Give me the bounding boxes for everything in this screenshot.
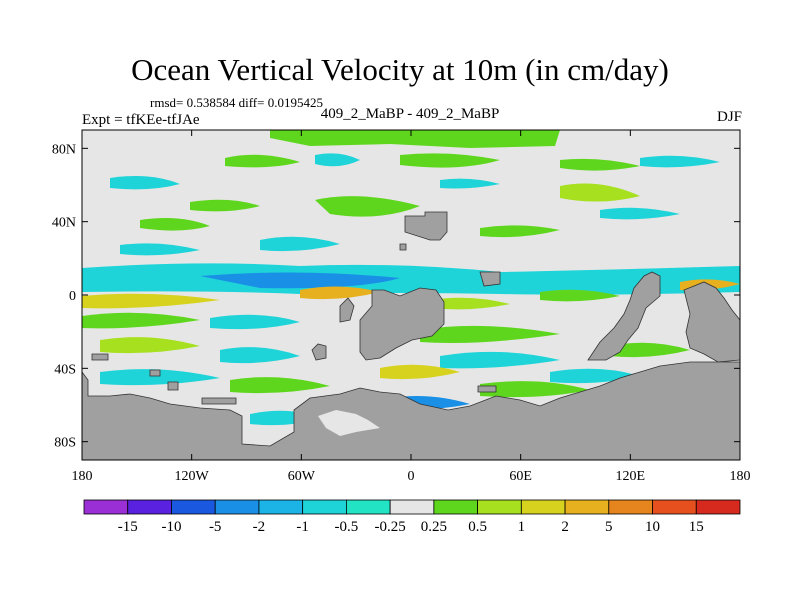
land-mass — [167, 381, 179, 391]
field-patch — [110, 176, 180, 190]
colorbar-label: -1 — [296, 519, 309, 535]
field-patch — [640, 155, 720, 168]
colorbar-swatch — [302, 499, 347, 515]
x-tick-label: 120E — [616, 469, 646, 484]
y-tick-label: 40S — [54, 362, 76, 377]
land-mass — [587, 271, 661, 361]
colorbar-swatch — [652, 499, 697, 515]
colorbar: -15 -10 -5 -2 -1 -0.5 -0.25 0.25 0.5 1 2 5 10 15 — [83, 499, 741, 535]
colorbar-swatch — [345, 499, 391, 515]
colorbar-label: 10 — [645, 519, 660, 535]
field-patch — [300, 286, 380, 300]
field-patch — [430, 297, 510, 310]
colorbar-label: 15 — [689, 519, 704, 535]
land-mass — [683, 281, 740, 363]
field-patch — [400, 153, 500, 168]
field-patch — [260, 236, 340, 252]
colorbar-label: 0.25 — [421, 519, 447, 535]
colorbar-label: -10 — [161, 519, 181, 535]
season-label: DJF — [716, 109, 742, 125]
field-patch — [270, 130, 560, 148]
colorbar-swatch — [433, 499, 479, 515]
field-patch — [315, 196, 420, 217]
stats-line: rmsd= 0.538584 diff= 0.0195425 — [150, 95, 323, 110]
land-mass — [477, 385, 497, 393]
field-patch — [190, 199, 260, 212]
cases-label: 409_2_MaBP - 409_2_MaBP — [320, 106, 500, 122]
colorbar-swatch — [564, 499, 610, 515]
y-axis: 80N 40N 0 40S 80S — [52, 142, 740, 451]
colorbar-label: -5 — [209, 519, 222, 535]
colorbar-swatch — [258, 499, 304, 515]
colorbar-swatch — [520, 499, 566, 515]
field-patch — [318, 410, 380, 436]
land-mass — [201, 397, 237, 405]
field-patch — [560, 183, 640, 202]
land-mass — [479, 271, 501, 287]
field-patch — [420, 325, 560, 343]
land-mass — [311, 343, 327, 361]
x-tick-label: 0 — [408, 469, 415, 484]
field-patch — [82, 263, 740, 295]
map-field — [82, 130, 740, 460]
colorbar-label: -0.25 — [375, 519, 406, 535]
field-patch — [610, 342, 690, 358]
y-tick-label: 0 — [69, 289, 76, 304]
field-patch — [210, 314, 300, 330]
colorbar-label: -2 — [253, 519, 266, 535]
field-patch — [200, 272, 400, 289]
field-patch — [440, 178, 500, 189]
plot-title: Ocean Vertical Velocity at 10m (in cm/da… — [131, 52, 669, 87]
y-tick-label: 80S — [54, 436, 76, 451]
land-mass — [359, 287, 445, 361]
field-patch — [225, 154, 300, 168]
field-patch — [480, 225, 560, 238]
colorbar-swatch — [389, 499, 435, 515]
land-mass — [149, 369, 161, 377]
colorbar-swatch — [608, 499, 653, 515]
field-patch — [82, 312, 200, 329]
x-axis: 180 120W 60W 0 60E 120E 180 — [72, 130, 751, 484]
field-patch — [100, 369, 220, 386]
x-tick-label: 120W — [175, 469, 210, 484]
field-patch — [600, 207, 680, 220]
land-mass — [399, 243, 407, 251]
colorbar-label: 5 — [605, 519, 613, 535]
field-patch — [140, 218, 210, 231]
colorbar-label: 1 — [518, 519, 526, 535]
experiment-label: Expt = tfKEe-tfJAe — [82, 112, 200, 128]
land-mass — [91, 353, 109, 361]
land-mass — [339, 297, 355, 323]
field-patch — [315, 153, 360, 167]
field-patch — [560, 158, 640, 171]
x-tick-label: 60E — [509, 469, 532, 484]
colorbar-swatch — [171, 499, 216, 515]
field-patch — [440, 351, 560, 369]
colorbar-label: 0.5 — [468, 519, 487, 535]
colorbar-label: -15 — [118, 519, 138, 535]
y-tick-label: 80N — [52, 142, 76, 157]
colorbar-swatch — [127, 499, 172, 515]
colorbar-swatch — [695, 499, 741, 515]
field-patch — [120, 243, 200, 256]
field-patch — [230, 377, 330, 394]
field-patch — [380, 364, 460, 380]
field-patch — [220, 347, 300, 364]
field-patch — [540, 289, 620, 302]
field-patch — [480, 381, 590, 398]
land-mass — [404, 211, 448, 241]
colorbar-swatch — [214, 499, 260, 515]
colorbar-swatch — [477, 499, 522, 515]
x-tick-label: 180 — [730, 469, 751, 484]
x-tick-label: 180 — [72, 469, 93, 484]
field-patch — [82, 293, 220, 309]
y-tick-label: 40N — [52, 216, 76, 231]
colorbar-label: -0.5 — [335, 519, 359, 535]
field-patch — [100, 337, 200, 354]
colorbar-swatch — [83, 499, 129, 515]
colorbar-label: 2 — [561, 519, 569, 535]
x-tick-label: 60W — [288, 469, 316, 484]
land-mass — [82, 361, 740, 460]
